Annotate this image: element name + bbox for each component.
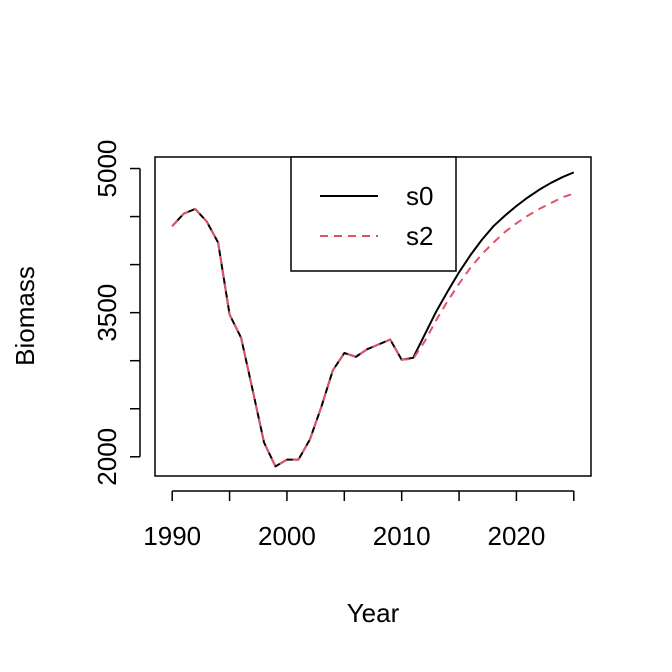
legend-label-s0: s0 [406, 181, 433, 211]
y-tick-label: 2000 [92, 428, 122, 486]
x-tick-label: 2000 [258, 521, 316, 551]
x-tick-label: 2020 [487, 521, 545, 551]
series-line-s2 [171, 192, 575, 468]
legend-box [290, 156, 457, 272]
x-tick-label: 2010 [373, 521, 431, 551]
legend-label-s2: s2 [406, 221, 433, 251]
y-tick-label: 3500 [92, 284, 122, 342]
x-axis-title: Year [347, 598, 400, 628]
y-tick-label: 5000 [92, 140, 122, 198]
x-tick-label: 1990 [143, 521, 201, 551]
y-axis-title: Biomass [10, 266, 40, 366]
